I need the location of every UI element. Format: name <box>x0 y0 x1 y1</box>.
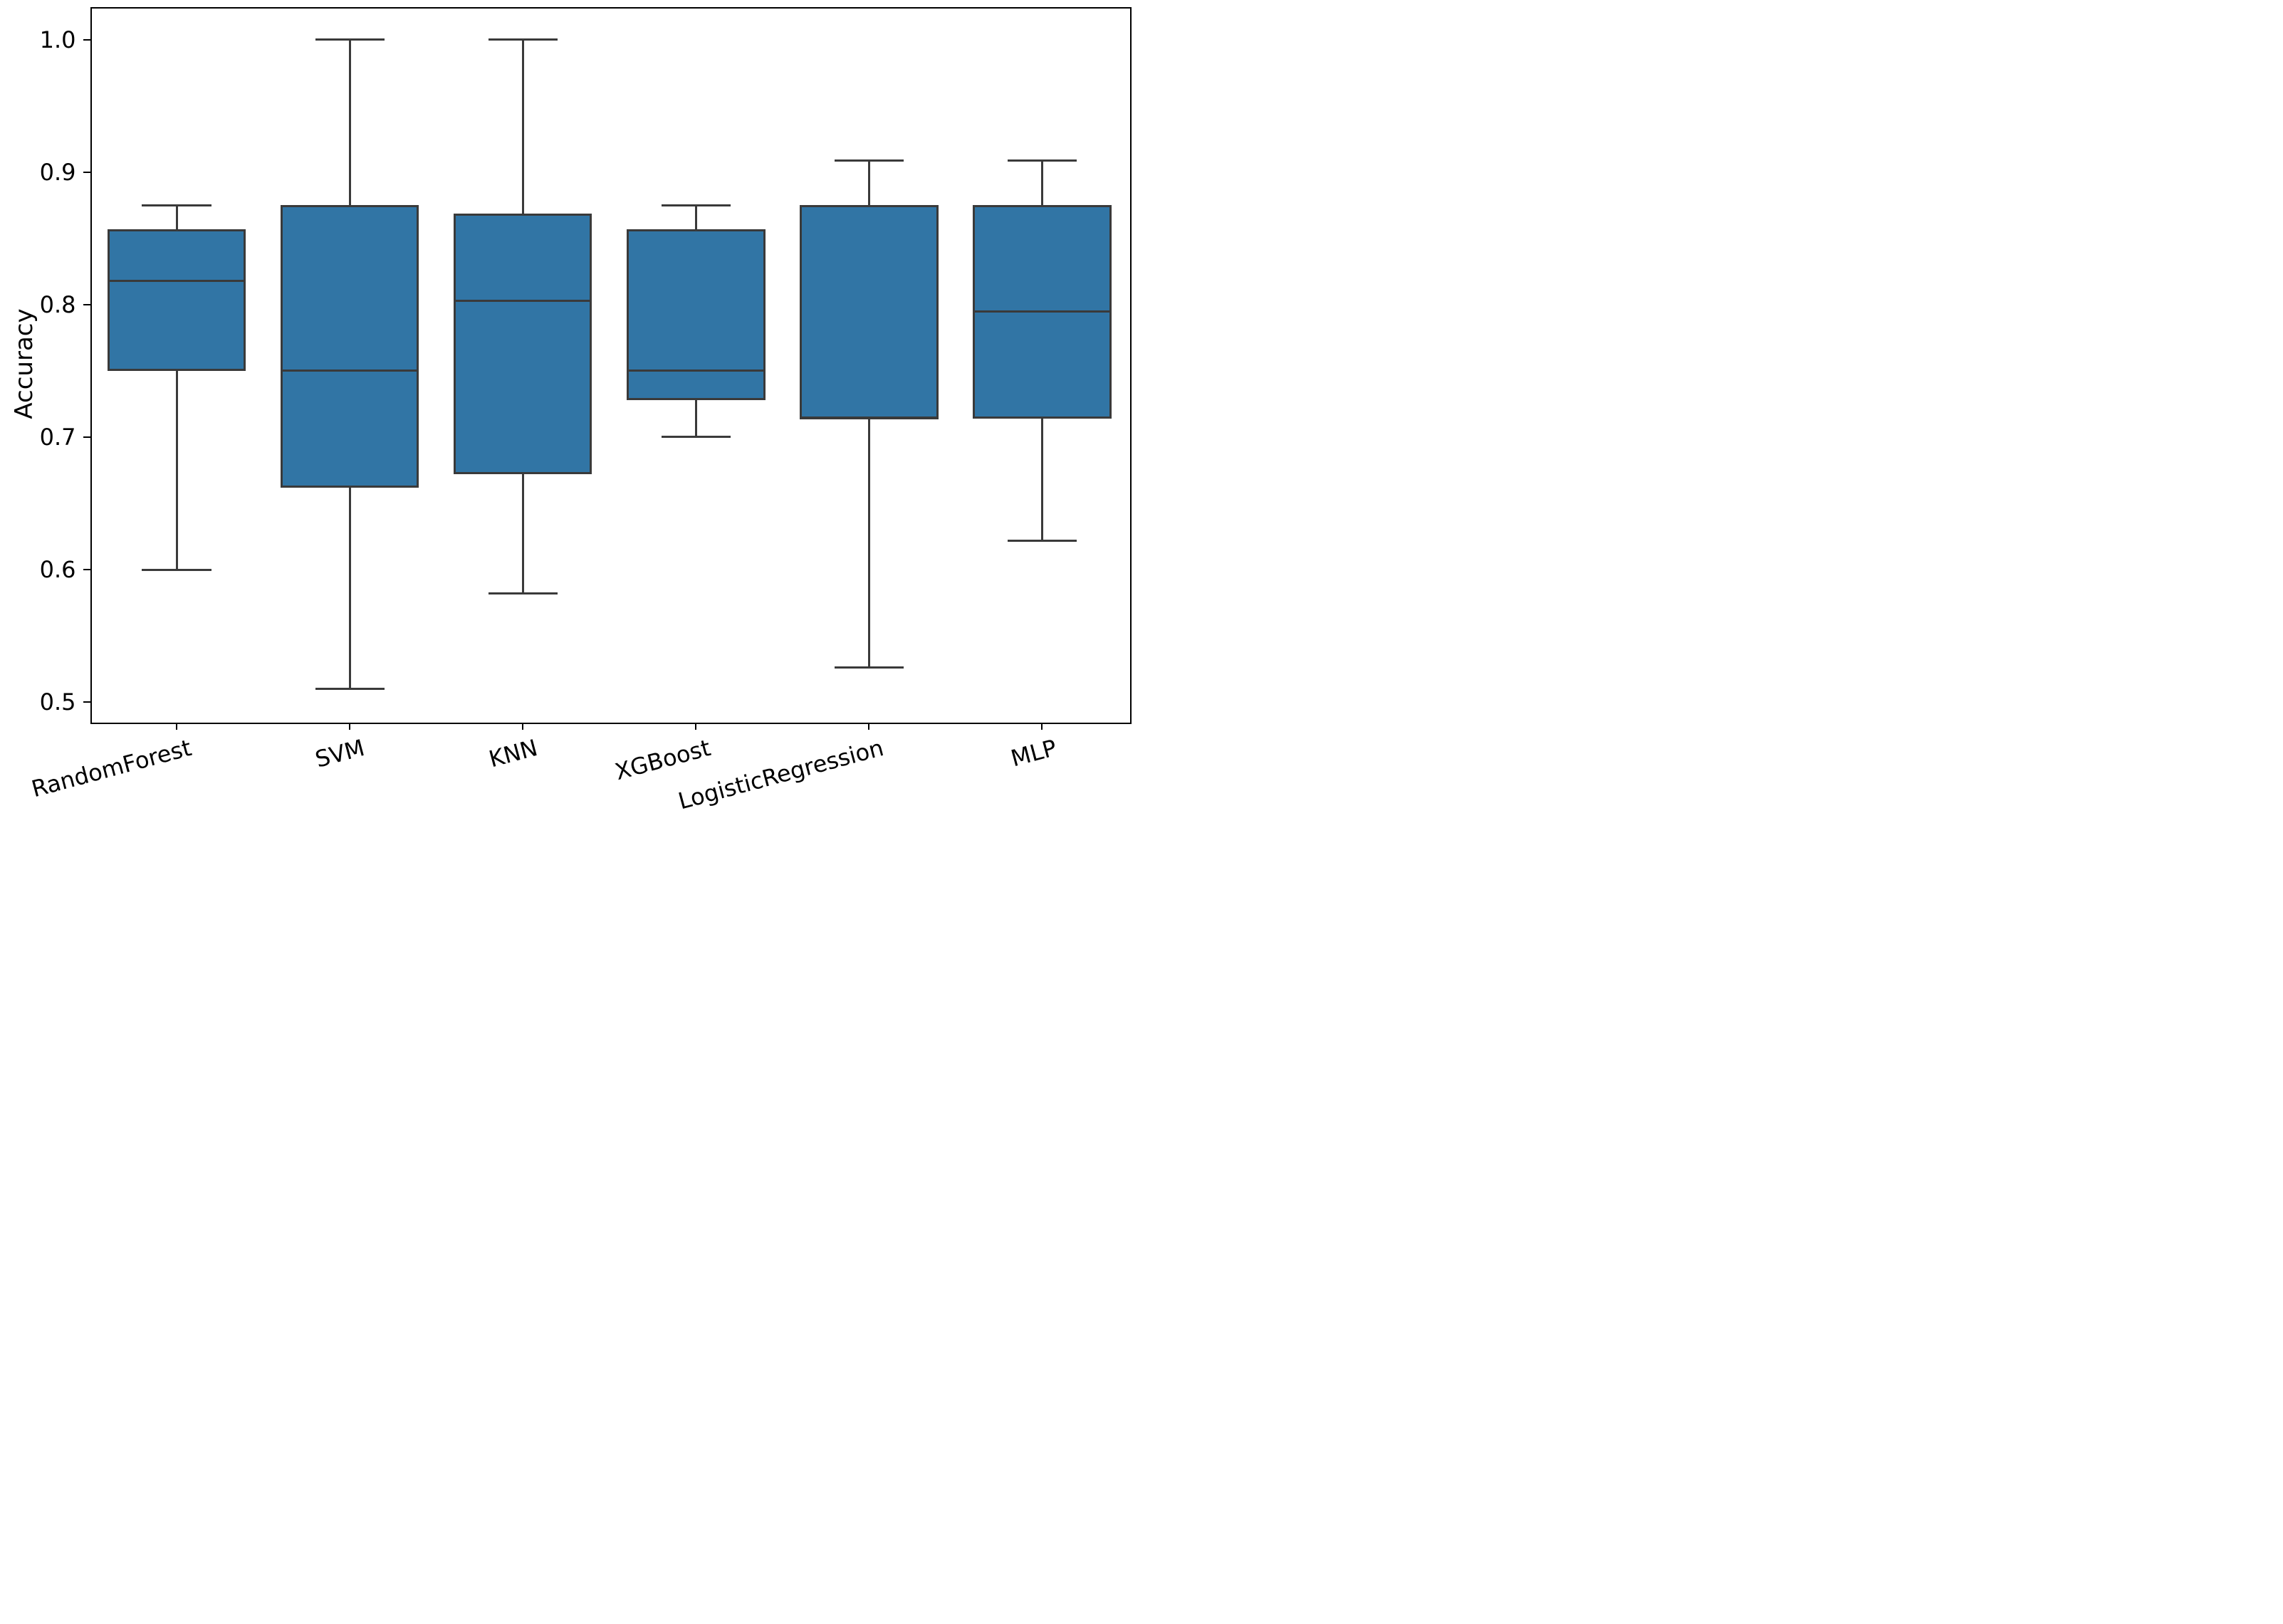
lower-whisker-cap <box>661 436 731 439</box>
median-line <box>973 310 1112 313</box>
upper-whisker-line <box>694 205 697 229</box>
y-tick-mark <box>83 303 90 305</box>
upper-whisker-cap <box>488 38 558 41</box>
lower-whisker-cap <box>1007 539 1077 542</box>
lower-whisker-cap <box>142 568 211 571</box>
median-line <box>453 299 592 302</box>
upper-whisker-line <box>867 160 870 206</box>
box-iqr-rect <box>453 213 592 475</box>
median-line <box>107 279 246 282</box>
upper-whisker-line <box>1040 160 1043 206</box>
upper-whisker-cap <box>315 38 385 41</box>
lower-whisker-line <box>1040 418 1043 541</box>
lower-whisker-line <box>521 474 524 594</box>
boxplot-figure: Accuracy 0.5 0.6 0.7 0.8 0.9 1.0 RandomForest S… <box>0 0 1142 812</box>
x-tick-mark <box>868 723 870 730</box>
box-iqr-rect <box>280 205 419 488</box>
box-iqr-rect <box>800 205 939 419</box>
upper-whisker-cap <box>834 159 904 162</box>
upper-whisker-line <box>348 39 351 206</box>
y-tick-label: 0.7 <box>39 423 76 451</box>
upper-whisker-line <box>175 205 178 229</box>
upper-whisker-cap <box>1007 159 1077 162</box>
y-tick-label: 0.5 <box>39 688 76 716</box>
median-line <box>800 417 939 420</box>
lower-whisker-cap <box>488 592 558 594</box>
lower-whisker-line <box>694 399 697 437</box>
median-line <box>280 370 419 372</box>
box-iqr-rect <box>107 229 246 371</box>
x-tick-mark <box>349 723 351 730</box>
upper-whisker-cap <box>661 204 731 206</box>
lower-whisker-line <box>175 370 178 570</box>
lower-whisker-cap <box>315 687 385 690</box>
y-tick-label: 0.8 <box>39 290 76 318</box>
x-tick-mark <box>1041 723 1043 730</box>
x-tick-mark <box>176 723 178 730</box>
plot-area <box>90 7 1132 724</box>
x-tick-mark <box>522 723 524 730</box>
upper-whisker-line <box>521 39 524 214</box>
lower-whisker-line <box>867 418 870 668</box>
y-tick-mark <box>83 701 90 703</box>
y-tick-label: 0.6 <box>39 556 76 583</box>
y-tick-mark <box>83 171 90 173</box>
y-tick-label: 0.9 <box>39 158 76 186</box>
upper-whisker-cap <box>142 204 211 206</box>
y-axis-label: Accuracy <box>10 308 38 419</box>
x-tick-mark <box>695 723 697 730</box>
y-tick-mark <box>83 569 90 570</box>
box-iqr-rect <box>627 229 766 400</box>
y-tick-label: 1.0 <box>39 26 76 53</box>
median-line <box>627 370 766 372</box>
lower-whisker-line <box>348 487 351 689</box>
y-tick-mark <box>83 38 90 41</box>
y-tick-mark <box>83 436 90 438</box>
lower-whisker-cap <box>834 666 904 669</box>
